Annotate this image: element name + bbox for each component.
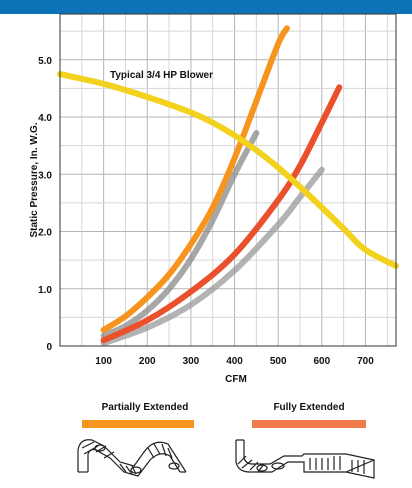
y-tick-label: 2.0 bbox=[38, 228, 52, 239]
x-tick-label: 300 bbox=[183, 356, 200, 367]
y-tick-label: 3.0 bbox=[38, 170, 52, 181]
plot-frame bbox=[59, 13, 397, 347]
legend-partially-extended-label: Partially Extended bbox=[101, 402, 189, 413]
x-tick-labels: 100 200 300 400 500 600 700 bbox=[95, 356, 374, 367]
blower-curve-annotation: Typical 3/4 HP Blower bbox=[110, 70, 213, 81]
legend-partially-extended-swatch bbox=[82, 420, 194, 428]
y-axis-label: Static Pressure, In. W.G. bbox=[29, 122, 40, 237]
series-line-typical-3-4-hp-blower bbox=[57, 71, 399, 269]
static-pressure-chart: 100 200 300 400 500 600 700 0 1.0 2.0 3.0 4.0 5.0 C… bbox=[29, 13, 399, 385]
legend-fully-extended-swatch bbox=[252, 420, 366, 428]
y-tick-label: 5.0 bbox=[38, 56, 52, 67]
series-line-gray-4 bbox=[100, 166, 325, 347]
series-line-partially-extended bbox=[100, 25, 290, 333]
series-line-gray-3 bbox=[100, 130, 260, 339]
legend-fully-extended-label: Fully Extended bbox=[273, 402, 345, 413]
x-tick-label: 700 bbox=[357, 356, 374, 367]
y-tick-label: 1.0 bbox=[38, 285, 52, 296]
x-axis-label: CFM bbox=[225, 374, 247, 385]
x-tick-label: 600 bbox=[313, 356, 330, 367]
x-tick-label: 200 bbox=[139, 356, 156, 367]
x-tick-label: 400 bbox=[226, 356, 243, 367]
x-tick-label: 100 bbox=[95, 356, 112, 367]
chart-series bbox=[57, 25, 399, 347]
partially-extended-duct-icon bbox=[77, 439, 187, 477]
title-banner bbox=[0, 0, 412, 14]
x-tick-label: 500 bbox=[270, 356, 287, 367]
fully-extended-duct-icon bbox=[235, 439, 375, 479]
chart-grid bbox=[60, 14, 396, 346]
y-tick-label: 4.0 bbox=[38, 113, 52, 124]
y-tick-label: 0 bbox=[46, 342, 52, 353]
series-line-fully-extended bbox=[100, 84, 343, 344]
y-tick-labels: 0 1.0 2.0 3.0 4.0 5.0 bbox=[38, 56, 52, 353]
